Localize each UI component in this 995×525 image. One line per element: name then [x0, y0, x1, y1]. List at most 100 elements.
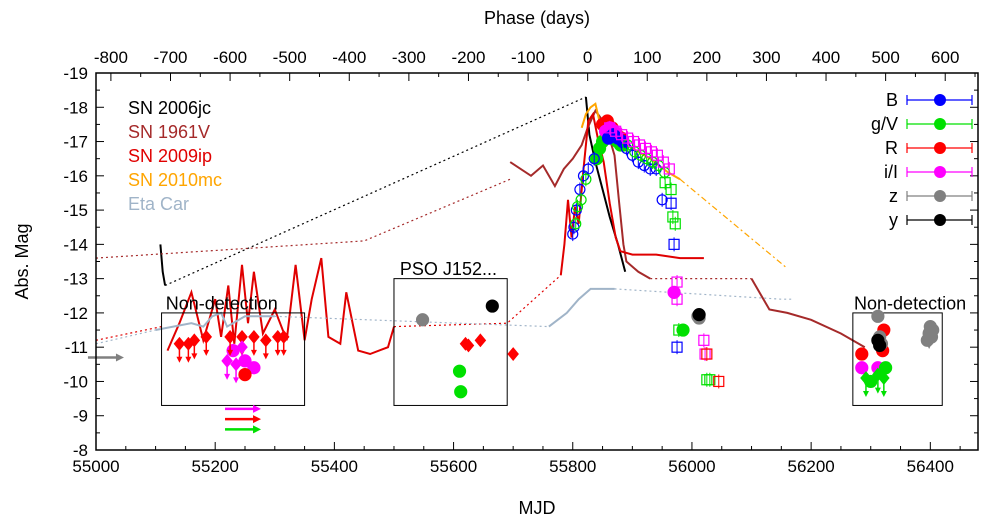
legend-sn2006jc: SN 2006jc: [128, 98, 211, 118]
sn2009ip-curve: [95, 326, 162, 341]
y-detection-point: [692, 308, 706, 322]
iI-open-point: [645, 146, 658, 158]
z-detection-point: [415, 313, 430, 327]
gV-open-point: [580, 173, 592, 185]
iI-open-point: [671, 276, 683, 288]
B-open-point: [665, 197, 677, 209]
R-detection-point: [238, 368, 252, 382]
y-tick-label: -8: [73, 441, 88, 460]
R-limit-arrow: [250, 349, 257, 356]
legend-sn2009ip: SN 2009ip: [128, 146, 212, 166]
y-tick-label: -18: [63, 98, 88, 117]
x-tick-label: 55400: [311, 457, 358, 476]
iI-open-point: [604, 122, 616, 134]
etacar-curve: [155, 311, 275, 331]
comparison-curves: [95, 96, 866, 356]
R-limit-arrow: [274, 349, 281, 356]
iI-upper-limit-point: [221, 353, 233, 368]
annotation-boxes: [161, 278, 943, 406]
legends: SN 2006jc SN 1961V SN 2009ip SN 2010mc Eta C…: [128, 90, 973, 230]
phase-tick-label: -300: [392, 48, 426, 67]
gV-open-point: [704, 374, 716, 386]
z-upper-limit-point: [923, 323, 935, 337]
B-open-point: [668, 238, 680, 250]
iI-limit-arrow: [233, 377, 240, 384]
gV-open-point: [571, 201, 584, 213]
y-tick-label: -14: [63, 235, 88, 254]
y-tick-label: -19: [63, 64, 88, 83]
gV-open-point: [665, 183, 677, 196]
gV-limit-arrow: [862, 391, 869, 398]
phase-tick-label: -400: [332, 48, 366, 67]
phase-axis-label: Phase (days): [484, 8, 590, 28]
legend-etacar: Eta Car: [128, 194, 189, 214]
R-limit-arrow: [176, 356, 183, 363]
iI-detection-point: [667, 285, 681, 299]
legend-band-marker-R: [934, 142, 946, 154]
etacar-curve: [614, 288, 794, 300]
gV-open-point: [669, 218, 681, 230]
x-tick-label: 56400: [907, 457, 954, 476]
iI-limit-arrow: [239, 360, 246, 367]
gV-upper-limit-point: [878, 371, 890, 385]
phase-tick-label: -600: [213, 48, 247, 67]
y-detection-point: [873, 338, 887, 353]
R-detection-point: [507, 347, 519, 361]
y-tick-label: -11: [65, 338, 88, 357]
legend-sn2010mc: SN 2010mc: [128, 170, 222, 190]
sn2006jc-curve: [164, 96, 587, 287]
legend-band-z: z: [889, 186, 898, 206]
R-upper-limit-point: [248, 329, 260, 344]
R-open-point: [713, 375, 725, 388]
x-tick-label: 56200: [787, 457, 834, 476]
R-limit-arrow: [262, 353, 269, 360]
R-detection-point: [462, 338, 475, 353]
R-limit-arrow: [191, 353, 198, 360]
x-axis-label: MJD: [519, 498, 556, 518]
iI-open-point: [698, 334, 710, 346]
gV-limit-arrow: [880, 391, 887, 398]
iI-detection-point: [855, 361, 869, 375]
phase-tick-label: -700: [153, 48, 187, 67]
R-upper-limit-point: [224, 329, 236, 344]
iI-open-point: [657, 156, 669, 168]
B-open-point: [626, 149, 638, 161]
R-upper-limit-point: [277, 329, 290, 344]
sn2006jc-curve: [159, 244, 167, 286]
legend-band-B: B: [886, 90, 898, 110]
R-upper-limit-point: [260, 333, 272, 348]
phase-tick-label: 600: [931, 48, 959, 67]
iI-open-point: [671, 293, 683, 305]
y-tick-label: -9: [73, 407, 88, 426]
gV-open-point: [667, 211, 679, 223]
gV-detection-point: [676, 323, 690, 337]
iI-open-point: [610, 125, 622, 137]
z-side-limit-head: [115, 353, 124, 362]
phase-tick-label: 0: [583, 48, 592, 67]
y-tick-label: -15: [63, 201, 88, 220]
R-open-point: [701, 348, 713, 360]
x-tick-label: 56000: [668, 457, 715, 476]
phase-tick-label: -100: [511, 48, 545, 67]
non-detection-left-label: Non-detection: [166, 293, 278, 313]
phase-tick-label: 200: [693, 48, 721, 67]
legend-band-marker-gV: [934, 118, 946, 130]
y-tick-label: -17: [63, 133, 88, 152]
phase-tick-label: -800: [94, 48, 128, 67]
iI-open-point: [633, 139, 646, 151]
iI-open-point: [616, 129, 628, 141]
plot-frame: [95, 72, 979, 451]
B-open-point: [656, 194, 668, 206]
iI-open-point: [663, 163, 675, 175]
iI-upper-limit-point: [236, 340, 248, 355]
sn2009ip-curve: [393, 274, 562, 328]
sn2009ip-curve: [166, 257, 395, 356]
legend-band-marker-y: [934, 214, 946, 226]
iI-side-limit-head: [253, 404, 262, 413]
gV-open-point: [659, 177, 671, 189]
B-open-point: [588, 153, 600, 165]
sn1961v-curve: [95, 178, 511, 259]
y-tick-label: -10: [63, 372, 88, 391]
